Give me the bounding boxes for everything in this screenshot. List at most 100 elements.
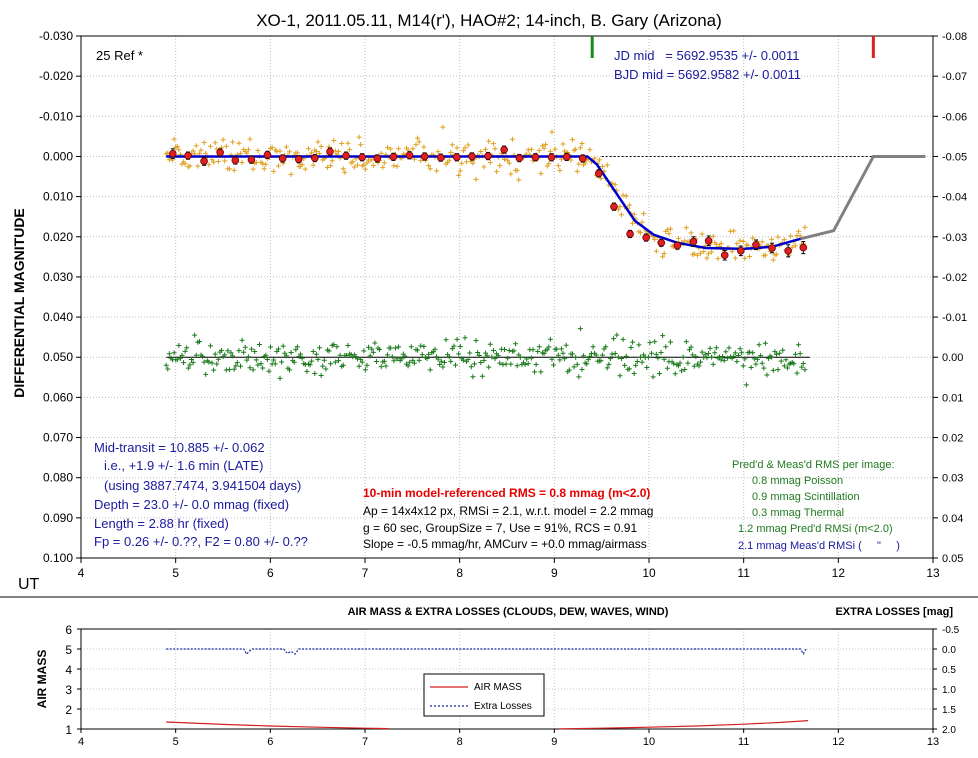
raw-point bbox=[318, 144, 324, 150]
x-tick-label: 12 bbox=[832, 566, 846, 580]
y2-tick-label: -0.03 bbox=[942, 232, 967, 244]
residual-point bbox=[203, 371, 209, 377]
residual-point bbox=[454, 336, 460, 342]
binned-point bbox=[531, 153, 540, 162]
raw-point bbox=[796, 228, 802, 234]
residual-point bbox=[497, 360, 503, 366]
residual-point bbox=[799, 364, 805, 370]
residual-point bbox=[369, 346, 375, 352]
raw-point bbox=[460, 148, 466, 154]
raw-point bbox=[604, 162, 610, 168]
raw-point bbox=[230, 139, 236, 145]
residual-point bbox=[623, 353, 629, 359]
raw-point bbox=[211, 159, 217, 165]
residual-point bbox=[717, 354, 723, 360]
model-extension-line bbox=[800, 154, 926, 241]
residual-point bbox=[188, 356, 194, 362]
raw-point bbox=[652, 236, 658, 242]
residual-point bbox=[201, 359, 207, 365]
raw-point bbox=[577, 145, 583, 151]
residual-point bbox=[775, 367, 781, 373]
bottom-x-tick-label: 7 bbox=[362, 736, 368, 748]
residual-point bbox=[372, 340, 378, 346]
bottom-y-tick-label: 5 bbox=[65, 643, 72, 657]
residual-point bbox=[200, 353, 206, 359]
residual-point bbox=[456, 351, 462, 357]
raw-point bbox=[261, 166, 267, 172]
center-info-line: Slope = -0.5 mmag/hr, AMCurv = +0.0 mmag… bbox=[363, 537, 647, 551]
residual-point bbox=[622, 362, 628, 368]
residual-point bbox=[688, 344, 694, 350]
raw-point bbox=[473, 176, 479, 182]
raw-point bbox=[283, 144, 289, 150]
residual-point bbox=[343, 352, 349, 358]
residual-point bbox=[672, 371, 678, 377]
raw-point bbox=[598, 175, 604, 181]
residual-point bbox=[637, 354, 643, 360]
y-tick-label: 0.090 bbox=[43, 511, 73, 525]
bottom-y-tick-label: 1 bbox=[65, 723, 72, 737]
bottom-y2-tick-label: 0.5 bbox=[942, 665, 956, 676]
residual-point bbox=[707, 345, 713, 351]
x-tick-label: 11 bbox=[737, 566, 750, 580]
raw-point bbox=[396, 146, 402, 152]
rms-box: Pred'd & Meas'd RMS per image: 0.8 mmag … bbox=[732, 459, 900, 552]
raw-point bbox=[370, 163, 376, 169]
raw-point bbox=[568, 157, 574, 163]
y2-tick-label: 0.00 bbox=[942, 352, 963, 364]
bottom-y2-tick-label: 1.5 bbox=[942, 705, 956, 716]
binned-point bbox=[595, 169, 603, 178]
binned-point bbox=[453, 153, 461, 162]
raw-point bbox=[698, 250, 704, 256]
residual-point bbox=[288, 349, 294, 355]
raw-point bbox=[465, 142, 471, 148]
binned-point bbox=[547, 153, 556, 162]
raw-point bbox=[238, 151, 244, 157]
residual-point bbox=[756, 342, 762, 348]
residual-point bbox=[680, 354, 686, 360]
raw-point bbox=[315, 139, 321, 145]
rms-box-title: Pred'd & Meas'd RMS per image: bbox=[732, 459, 895, 471]
x-axis-label: UT bbox=[18, 576, 40, 593]
y-tick-label: 0.020 bbox=[43, 230, 73, 244]
bottom-x-tick-label: 11 bbox=[738, 736, 749, 748]
raw-point bbox=[277, 148, 283, 154]
raw-point bbox=[792, 243, 798, 249]
residual-point bbox=[418, 343, 424, 349]
residual-point bbox=[699, 349, 705, 355]
binned-point bbox=[420, 152, 429, 161]
residual-point bbox=[579, 367, 585, 373]
residual-point bbox=[361, 348, 367, 354]
bottom-x-tick-label: 10 bbox=[643, 736, 655, 748]
residual-point bbox=[345, 342, 351, 348]
residual-point bbox=[263, 352, 269, 358]
raw-point bbox=[483, 146, 489, 152]
residual-point bbox=[620, 336, 626, 342]
residual-point bbox=[230, 353, 236, 359]
residual-point bbox=[399, 356, 405, 362]
residual-point bbox=[600, 352, 606, 358]
raw-point bbox=[704, 255, 710, 261]
residual-point bbox=[212, 351, 218, 357]
residual-point bbox=[747, 349, 753, 355]
residual-point bbox=[713, 345, 719, 351]
residual-point bbox=[211, 367, 217, 373]
raw-point bbox=[668, 226, 674, 232]
residual-point bbox=[704, 355, 710, 361]
raw-point bbox=[528, 146, 534, 152]
residual-point bbox=[323, 366, 329, 372]
residual-point bbox=[671, 361, 677, 367]
left-info-line: i.e., +1.9 +/- 1.6 min (LATE) bbox=[104, 458, 263, 473]
residual-point bbox=[328, 361, 334, 367]
raw-point bbox=[619, 212, 625, 218]
residual-point bbox=[287, 367, 293, 373]
raw-point bbox=[612, 182, 618, 188]
residual-point bbox=[546, 344, 552, 350]
raw-point bbox=[775, 234, 781, 240]
residual-point bbox=[362, 367, 368, 373]
bottom-y-tick-label: 6 bbox=[65, 623, 72, 637]
residual-point bbox=[166, 351, 172, 357]
residual-point bbox=[522, 362, 528, 368]
raw-point bbox=[592, 155, 598, 161]
